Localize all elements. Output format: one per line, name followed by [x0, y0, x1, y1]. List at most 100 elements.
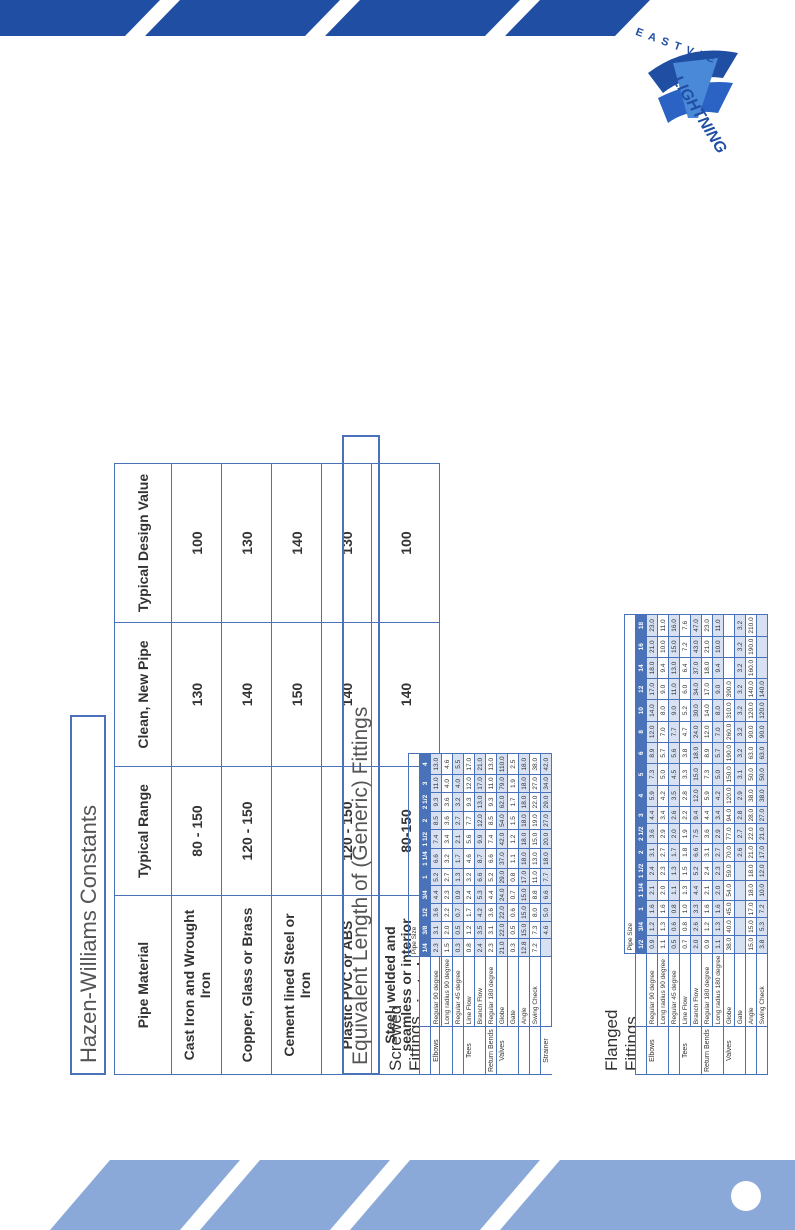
fitting-value: 90.0: [745, 721, 757, 743]
fitting-value: 17.0: [756, 843, 768, 862]
hazen-header: Pipe Material: [114, 895, 172, 1075]
fitting-value: 8.9: [701, 742, 713, 764]
fitting-value: 21.0: [701, 636, 713, 658]
fitting-value: 18.0: [646, 657, 658, 679]
size-header: 2 1/2: [419, 792, 431, 812]
fitting-value: 4.2: [712, 785, 724, 807]
fitting-value: 1.0: [679, 900, 691, 918]
fitting-value: 140.0: [756, 678, 768, 700]
fitting-row: Gate 2.6 2.7 2.8 2.9 3.1 3.2 3.2 3.2 3.2 3.2 3.2 3.2: [734, 614, 746, 1075]
fitting-value: 30.0: [690, 699, 702, 722]
fitting-row: Tees Line Flow 0.7 0.8 1.0 1.3 1.5 1.8 1.9 2.2 2.8…: [679, 614, 691, 1075]
fitting-value: 2.3: [657, 861, 669, 881]
fitting-value: 1.5: [441, 938, 453, 957]
fitting-value: 0.7: [507, 886, 519, 904]
fitting-value: 11.0: [485, 774, 497, 793]
fitting-value: 17.0: [745, 900, 757, 918]
fitting-value: 3.2: [452, 792, 464, 812]
fitting-value: 4.2: [474, 903, 486, 922]
fitting-group: [452, 1026, 464, 1075]
hazen-cell: 130: [221, 463, 272, 623]
fitting-group: Valves: [496, 1026, 508, 1075]
fitting-value: 11.0: [668, 678, 680, 700]
fitting-value: 14.0: [646, 699, 658, 722]
fitting-value: 12.8: [518, 938, 530, 957]
fitting-value: 9.3: [485, 792, 497, 812]
fitting-value: 9.4: [690, 806, 702, 824]
size-header: 10: [635, 699, 647, 722]
fitting-value: 2.0: [712, 880, 724, 901]
equivalent-title: Equivalent Length of (Generic) Fittings: [349, 706, 372, 1065]
fitting-value: 2.0: [657, 880, 669, 901]
fitting-value: 13.0: [529, 848, 541, 869]
fitting-value: 11.0: [657, 614, 669, 637]
fitting-value: 2.7: [657, 843, 669, 862]
fitting-value: 7.2: [529, 938, 541, 957]
fitting-value: 7.2: [679, 636, 691, 658]
size-header: 3/8: [419, 921, 431, 939]
fitting-value: 63.0: [756, 742, 768, 764]
fitting-value: 18.0: [745, 880, 757, 901]
fitting-value: 7.5: [690, 823, 702, 844]
hazen-cell: 100: [371, 463, 440, 623]
fitting-value: [723, 636, 735, 658]
fitting-value: 0.8: [668, 900, 680, 918]
fitting-value: 3.1: [485, 921, 497, 939]
fitting-group: [518, 1026, 530, 1075]
fitting-value: 8.0: [529, 903, 541, 922]
fitting-name: Globe: [723, 953, 735, 1027]
size-header: 16: [635, 636, 647, 658]
hazen-cell: 140: [271, 463, 322, 623]
hazen-cell: 130: [171, 622, 222, 767]
fitting-value: 34.0: [540, 774, 552, 793]
fitting-value: 2.4: [701, 861, 713, 881]
fitting-value: 160.0: [745, 657, 757, 679]
fitting-value: 2.1: [646, 880, 658, 901]
fitting-row: Regular 45 degree 0.5 0.6 0.8 1.1 1.3 1.7 2.0 2.…: [668, 614, 680, 1075]
fitting-value: 1.3: [452, 868, 464, 886]
fitting-value: 22.0: [496, 921, 508, 939]
fitting-name: Swing Check: [756, 953, 768, 1027]
fitting-value: 0.3: [452, 938, 464, 957]
fitting-value: 6.6: [690, 843, 702, 862]
fitting-value: 7.0: [657, 721, 669, 743]
size-header: 6: [635, 742, 647, 764]
size-header: 5: [635, 763, 647, 786]
hazen-cell: Cast Iron and Wrought Iron: [171, 895, 222, 1075]
fitting-value: 15.0: [518, 903, 530, 922]
fitting-value: 29.0: [496, 868, 508, 886]
fitting-value: 94.0: [723, 806, 735, 824]
fitting-value: 0.9: [646, 935, 658, 954]
fitting-value: 6.6: [474, 868, 486, 886]
fitting-row: Branch Flow 2.4 3.5 4.2 5.3 6.6 8.7 9.9 12.0 13.0…: [474, 753, 486, 1075]
fitting-value: 120.0: [756, 699, 768, 722]
fitting-value: 5.3: [756, 917, 768, 936]
fitting-value: 20.0: [540, 829, 552, 849]
fitting-value: 4.6: [463, 848, 475, 869]
fitting-value: 3.5: [668, 785, 680, 807]
fitting-value: 1.3: [668, 861, 680, 881]
fitting-value: 9.3: [430, 792, 442, 812]
fitting-value: 17.0: [518, 868, 530, 886]
fitting-group: [734, 1026, 746, 1075]
fitting-group: [668, 1026, 680, 1075]
fitting-value: 5.6: [463, 829, 475, 849]
fitting-group: Elbows: [430, 1026, 442, 1075]
fitting-value: 18.0: [518, 848, 530, 869]
fitting-value: 2.3: [430, 938, 442, 957]
hazen-header: Clean, New Pipe: [114, 622, 172, 767]
fitting-value: 22.0: [745, 823, 757, 844]
fitting-value: 38.0: [529, 753, 541, 775]
fitting-value: 0.7: [679, 935, 691, 954]
fitting-value: 70.0: [723, 843, 735, 862]
fitting-value: 190.0: [745, 636, 757, 658]
fitting-value: 0.5: [452, 921, 464, 939]
fitting-value: 21.0: [474, 753, 486, 775]
fitting-value: 24.0: [496, 886, 508, 904]
fitting-value: 22.0: [496, 903, 508, 922]
fitting-name: Branch Flow: [474, 956, 486, 1027]
hazen-cell: 150: [271, 622, 322, 767]
size-header: 18: [635, 614, 647, 637]
fitting-value: 18.0: [690, 742, 702, 764]
fitting-value: 27.0: [529, 774, 541, 793]
